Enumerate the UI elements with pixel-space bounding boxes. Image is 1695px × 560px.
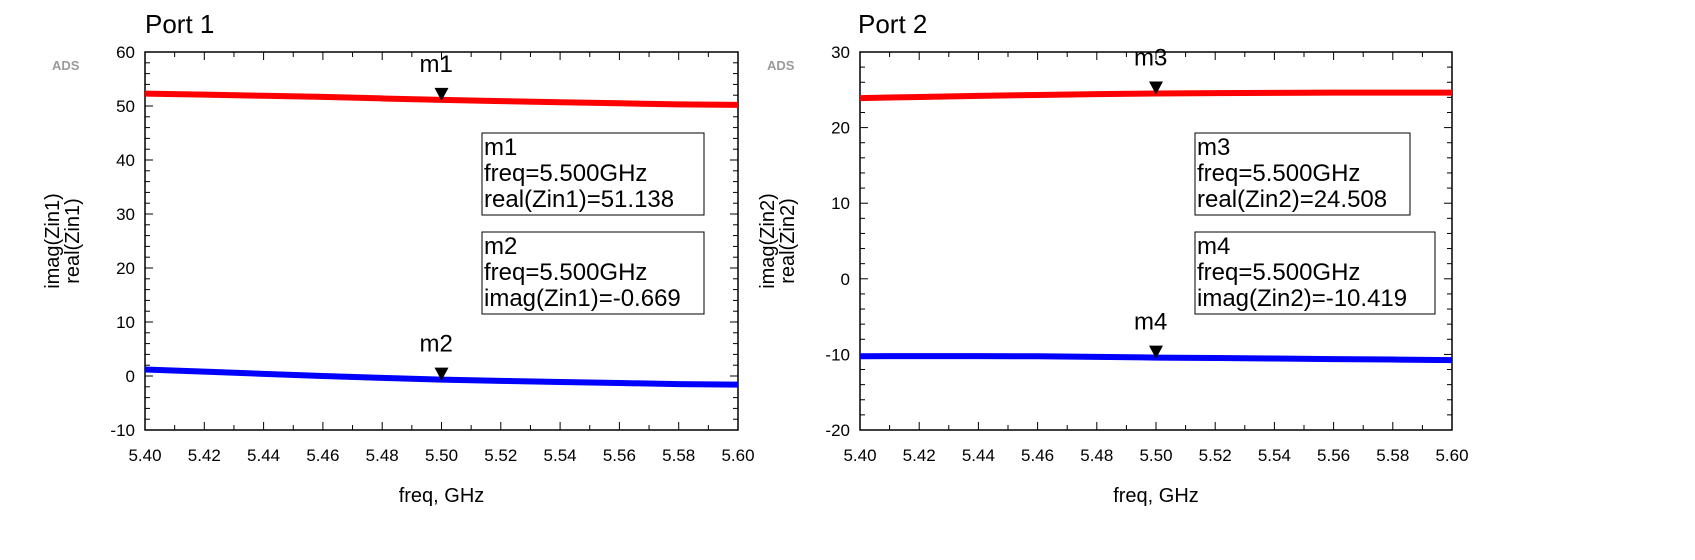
readout-line: real(Zin1)=51.138: [484, 186, 674, 213]
x-tick-label: 5.42: [188, 446, 221, 465]
x-tick-label: 5.42: [903, 446, 936, 465]
marker-m1-label[interactable]: m1: [420, 51, 453, 78]
y-tick-label: 40: [116, 151, 135, 170]
y-axis-label-imag: imag(Zin1): [42, 193, 64, 289]
x-tick-label: 5.54: [1258, 446, 1291, 465]
readout-line: m2: [484, 233, 517, 260]
y-tick-label: 10: [116, 313, 135, 332]
x-axis-label: freq, GHz: [399, 485, 485, 507]
y-axis-label-real: real(Zin1): [62, 198, 84, 284]
x-axis-label: freq, GHz: [1113, 485, 1199, 507]
chart-title: Port 2: [858, 9, 927, 39]
x-tick-label: 5.60: [721, 446, 754, 465]
x-tick-label: 5.40: [843, 446, 876, 465]
x-tick-label: 5.50: [1139, 446, 1172, 465]
x-tick-label: 5.48: [1080, 446, 1113, 465]
chart-panel-1: Port 1 ADS 5.40 5.42 5.44 5.46 5.48 5.50 5.52 5.5…: [42, 9, 755, 507]
readout-line: freq=5.500GHz: [484, 160, 647, 187]
readout-line: m3: [1197, 134, 1230, 161]
x-tick-label: 5.60: [1435, 446, 1468, 465]
y-tick-label: -10: [825, 345, 850, 364]
marker-m3-label[interactable]: m3: [1134, 45, 1167, 72]
readout-line: freq=5.500GHz: [484, 259, 647, 286]
x-tick-label: 5.50: [425, 446, 458, 465]
x-tick-label: 5.58: [1376, 446, 1409, 465]
x-tick-label: 5.46: [306, 446, 339, 465]
y-tick-label: -20: [825, 421, 850, 440]
y-tick-label: 30: [831, 43, 850, 62]
chart-panel-2: Port 2 ADS 5.40 5.42 5.44 5.46 5.48 5.50 5.52 5.5…: [757, 9, 1469, 507]
marker-m2-label[interactable]: m2: [420, 331, 453, 358]
marker-m4-triangle[interactable]: [1149, 345, 1163, 359]
y-axis-label-imag: imag(Zin2): [757, 193, 779, 289]
x-tick-label: 5.54: [544, 446, 577, 465]
x-tick-label: 5.58: [662, 446, 695, 465]
ads-watermark: ADS: [52, 58, 80, 73]
x-tick-label: 5.40: [128, 446, 161, 465]
marker-m2-triangle[interactable]: [434, 367, 449, 381]
x-tick-label: 5.48: [366, 446, 399, 465]
chart-title: Port 1: [145, 9, 214, 39]
readout-line: m4: [1197, 233, 1230, 260]
x-tick-label: 5.44: [962, 446, 995, 465]
marker-m3-triangle[interactable]: [1149, 81, 1163, 95]
y-tick-label: 50: [116, 97, 135, 116]
readout-line: imag(Zin1)=-0.669: [484, 285, 681, 312]
readout-line: imag(Zin2)=-10.419: [1197, 285, 1407, 312]
readout-line: real(Zin2)=24.508: [1197, 186, 1387, 213]
y-tick-label: 20: [116, 259, 135, 278]
x-tick-label: 5.56: [603, 446, 636, 465]
x-tick-label: 5.52: [1199, 446, 1232, 465]
y-tick-label: 30: [116, 205, 135, 224]
marker-m1-triangle[interactable]: [434, 87, 449, 101]
x-tick-label: 5.44: [247, 446, 280, 465]
readout-line: freq=5.500GHz: [1197, 160, 1360, 187]
y-tick-label: 0: [841, 270, 850, 289]
readout-box: [1194, 231, 1436, 315]
marker-m4-label[interactable]: m4: [1134, 309, 1167, 336]
y-tick-label: 20: [831, 119, 850, 138]
readout-line: freq=5.500GHz: [1197, 259, 1360, 286]
readout-line: m1: [484, 134, 517, 161]
y-tick-label: 10: [831, 194, 850, 213]
x-tick-label: 5.46: [1021, 446, 1054, 465]
readout-box: [1194, 132, 1411, 216]
y-tick-label: -10: [110, 421, 135, 440]
readout-box: [481, 231, 705, 315]
x-tick-label: 5.56: [1317, 446, 1350, 465]
ads-watermark: ADS: [767, 58, 795, 73]
readout-box: [481, 132, 705, 216]
y-tick-label: 0: [126, 367, 135, 386]
y-tick-label: 60: [116, 43, 135, 62]
x-tick-label: 5.52: [484, 446, 517, 465]
y-axis-label-real: real(Zin2): [777, 198, 799, 284]
